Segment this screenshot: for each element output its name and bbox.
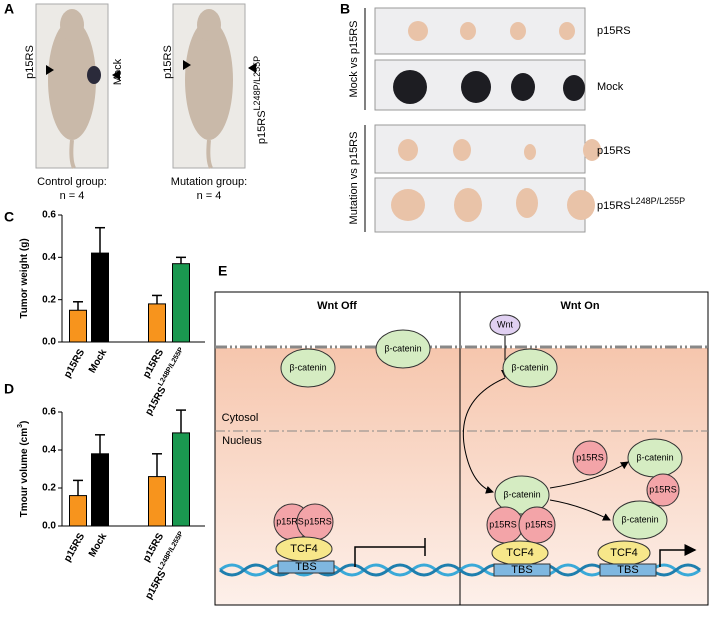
label-text: p15RS [62, 531, 87, 564]
x-tick-label: p15RS [62, 347, 87, 380]
x-tick-label: p15RS [62, 531, 87, 564]
label-text: p15RS [62, 347, 87, 380]
caption: Control group: [37, 176, 107, 188]
photo-label: p15RS [162, 45, 174, 79]
bar [91, 252, 109, 343]
y-tick-label: 0.2 [42, 294, 56, 305]
region-label: Cytosol [222, 412, 259, 424]
header: Wnt Off [317, 300, 357, 312]
diagram [214, 291, 709, 606]
bar [69, 495, 87, 527]
y-tick-label: 0.4 [42, 252, 56, 263]
label-text: Tumor weight (g) [19, 238, 30, 318]
node-label: β-catenin [636, 452, 673, 462]
node-label: TBS [295, 561, 316, 573]
y-tick-label: 0.2 [42, 483, 56, 494]
y-tick-label: 0.0 [42, 521, 56, 532]
label-text: Mock [87, 531, 110, 559]
caption: Mutation group: [171, 176, 247, 188]
label-text: ) [19, 421, 30, 424]
row-label: Mock [597, 81, 624, 93]
node-label: TBS [617, 564, 638, 576]
y-axis-label: Tmour volume (cm3) [17, 421, 30, 518]
node-label: TCF4 [506, 547, 534, 559]
tumor-photos [374, 7, 601, 233]
y-tick-label: 0.6 [42, 210, 56, 221]
node-label: Wnt [497, 319, 514, 329]
bar [148, 303, 166, 343]
bar [172, 432, 190, 527]
x-tick-label: Mock [87, 347, 110, 375]
label-text: p15RS [143, 384, 168, 417]
node-label: p15RS [276, 516, 304, 526]
node-label: p15RS [304, 516, 332, 526]
node-label: β-catenin [384, 343, 421, 353]
y-tick-label: 0.0 [42, 337, 56, 348]
node-label: TBS [511, 564, 532, 576]
x-tick-label: p15RSL248P/L255P [142, 346, 190, 417]
mouse-photo [172, 3, 256, 169]
photo-label: Mock [112, 58, 124, 85]
panel-label: D [4, 381, 14, 397]
node-label: β-catenin [621, 514, 658, 524]
node-label: p15RS [489, 519, 517, 529]
label-sup: L248P/L255P [252, 56, 262, 111]
row-label: p15RSL248P/L255P [597, 196, 685, 212]
region-label: Nucleus [222, 435, 262, 447]
node-label: p15RS [649, 484, 677, 494]
photo-label: p15RSL248P/L255P [252, 56, 268, 144]
caption: n = 4 [197, 190, 222, 202]
panel-label: B [340, 1, 350, 17]
y-tick-label: 0.6 [42, 407, 56, 418]
bar [69, 309, 87, 343]
label-text: p15RS [143, 568, 168, 601]
node-label: TCF4 [290, 543, 318, 555]
label-text: Tmour volume (cm [19, 428, 30, 518]
node-label: p15RS [576, 452, 604, 462]
group-label: Mutation vs p15RS [348, 132, 360, 225]
mouse-photo [35, 3, 120, 169]
group-label: Mock vs p15RS [348, 20, 360, 97]
y-axis-label: Tumor weight (g) [19, 238, 30, 318]
x-tick-label: Mock [87, 531, 110, 559]
header: Wnt On [560, 300, 599, 312]
node-label: TCF4 [610, 547, 638, 559]
panel-label: C [4, 209, 14, 225]
node-label: β-catenin [503, 489, 540, 499]
label-sup: 3 [17, 424, 24, 428]
label-text: p15RS [597, 200, 631, 212]
node-label: p15RS [525, 519, 553, 529]
bar [148, 476, 166, 527]
row-label: p15RS [597, 145, 631, 157]
node-label: β-catenin [511, 362, 548, 372]
panel-label: E [218, 263, 227, 279]
row-label: p15RS [597, 25, 631, 37]
label-sup: L248P/L255P [631, 196, 686, 206]
bar [91, 453, 109, 527]
y-tick-label: 0.4 [42, 445, 56, 456]
photo-label: p15RS [24, 45, 36, 79]
x-tick-label: p15RSL248P/L255P [142, 530, 190, 601]
caption: n = 4 [60, 190, 85, 202]
panel-label: A [4, 1, 14, 17]
label-text: p15RS [256, 110, 268, 144]
label-text: Mock [87, 347, 110, 375]
node-label: β-catenin [289, 362, 326, 372]
bar [172, 263, 190, 343]
